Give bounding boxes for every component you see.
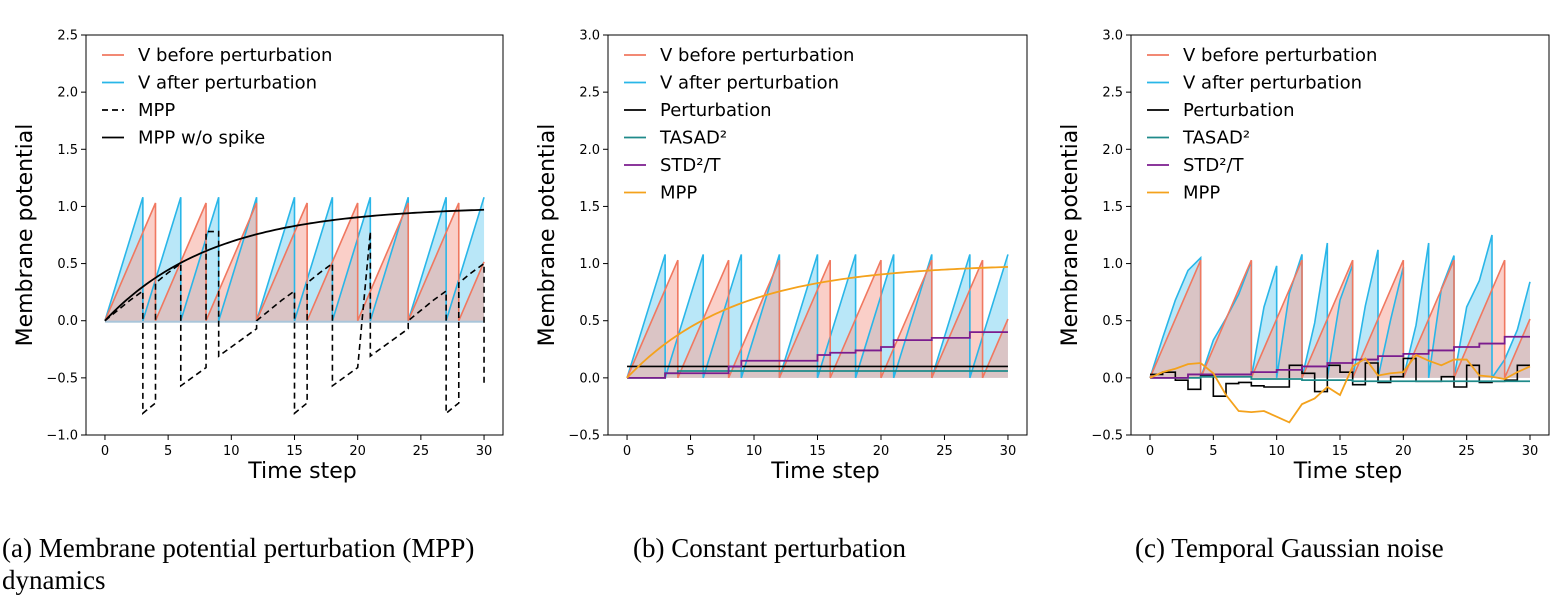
legend-label: MPP	[660, 183, 697, 204]
y-tick-label: −0.5	[568, 429, 600, 444]
mpp-line	[626, 266, 1008, 379]
y-tick-label: 1.5	[579, 200, 600, 215]
x-tick-label: 25	[413, 444, 430, 459]
y-tick-label: 1.5	[1102, 200, 1123, 215]
x-tick-label: 30	[1000, 444, 1017, 459]
legend-label: V after perturbation	[138, 73, 317, 94]
y-tick-label: 2.0	[579, 143, 600, 158]
y-tick-label: −1.0	[46, 429, 78, 444]
x-tick-label: 0	[101, 444, 109, 459]
x-tick-label: 15	[809, 444, 826, 459]
figure: 0 5 10 15 20 25 30 −1.0 −0.5 0.0 0.5 1.0 1.5 2.0 2.5 Ti…	[13, 29, 1550, 484]
y-tick-label: 1.0	[1102, 257, 1123, 272]
y-axis-label: Membrane potential	[535, 124, 560, 347]
x-tick-label: 5	[164, 444, 172, 459]
legend-label: V after perturbation	[660, 73, 839, 94]
y-tick-label: −0.5	[1091, 429, 1123, 444]
x-tick-label: 0	[623, 444, 631, 459]
plot-area	[626, 254, 1009, 379]
legend-label: V before perturbation	[660, 45, 854, 66]
y-tick-label: 2.0	[57, 86, 78, 101]
y-tick-label: 0.0	[1102, 371, 1123, 386]
legend-label: STD²/T	[1183, 155, 1245, 176]
x-tick-label: 10	[746, 444, 763, 459]
x-axis-label: Time step	[1293, 459, 1402, 484]
legend-label: STD²/T	[660, 155, 722, 176]
x-tick-label: 25	[1458, 444, 1475, 459]
x-tick-label: 30	[1522, 444, 1539, 459]
y-tick-label: 0.0	[579, 371, 600, 386]
mpp-line	[1149, 353, 1531, 424]
caption-a-line1: (a) Membrane potential perturbation (MPP…	[2, 533, 475, 563]
y-tick-label: 1.5	[57, 143, 78, 158]
x-tick-label: 5	[686, 444, 694, 459]
chart-b: 0 5 10 15 20 25 30 −0.5 0.0 0.5 1.0 1.5 2.0 2.5 3.0 Tim…	[535, 29, 1028, 484]
plot-area	[1149, 234, 1531, 424]
v-before-line	[1149, 259, 1531, 379]
y-tick-label: 0.0	[57, 314, 78, 329]
x-tick-label: 15	[1332, 444, 1349, 459]
caption-b: (b) Constant perturbation	[633, 533, 906, 563]
perturbation-line	[1150, 357, 1530, 397]
x-tick-label: 20	[873, 444, 890, 459]
x-tick-label: 25	[936, 444, 953, 459]
v-before-fill	[1150, 260, 1530, 378]
caption-c: (c) Temporal Gaussian noise	[1135, 533, 1444, 563]
x-axis-label: Time step	[770, 459, 879, 484]
legend-label: V before perturbation	[138, 45, 332, 66]
y-tick-label: 1.0	[57, 200, 78, 215]
legend-label: TASAD²	[1182, 128, 1250, 149]
x-tick-label: 5	[1209, 444, 1217, 459]
legend-label: TASAD²	[659, 128, 727, 149]
y-tick-label: −0.5	[46, 371, 78, 386]
y-tick-label: 2.0	[1102, 143, 1123, 158]
mpp-no-spike-line	[104, 208, 485, 322]
caption-a-line2: dynamics	[2, 565, 106, 595]
x-axis-label: Time step	[247, 459, 356, 484]
y-tick-label: 0.5	[57, 257, 78, 272]
caption-a: (a) Membrane potential perturbation (MPP…	[2, 532, 474, 596]
x-tick-label: 10	[223, 444, 240, 459]
std-line	[627, 331, 1008, 379]
baseline-band	[104, 320, 485, 323]
legend-label: V after perturbation	[1183, 73, 1362, 94]
y-tick-label: 3.0	[1102, 29, 1123, 44]
x-tick-label: 10	[1268, 444, 1285, 459]
legend-label: V before perturbation	[1183, 45, 1377, 66]
legend-label: Perturbation	[660, 100, 772, 121]
plot-area	[104, 197, 485, 415]
x-tick-label: 0	[1146, 444, 1154, 459]
x-tick-label: 15	[286, 444, 303, 459]
y-tick-label: 3.0	[579, 29, 600, 44]
y-axis-label: Membrane potential	[1058, 124, 1083, 347]
y-tick-label: 1.0	[579, 257, 600, 272]
y-tick-label: 0.5	[579, 314, 600, 329]
x-tick-label: 20	[349, 444, 366, 459]
mpp-line	[104, 230, 485, 415]
chart-c: 0 5 10 15 20 25 30 −0.5 0.0 0.5 1.0 1.5 2.0 2.5 3.0 Tim…	[1058, 29, 1550, 484]
y-axis-label: Membrane potential	[13, 124, 38, 347]
x-tick-label: 30	[476, 444, 493, 459]
legend-label: MPP w/o spike	[138, 128, 265, 149]
tasad-line	[1150, 375, 1530, 383]
legend-label: Perturbation	[1183, 100, 1295, 121]
legend-label: MPP	[138, 100, 175, 121]
y-tick-label: 2.5	[1102, 86, 1123, 101]
y-tick-label: 2.5	[579, 86, 600, 101]
y-tick-label: 0.5	[1102, 314, 1123, 329]
x-tick-label: 20	[1395, 444, 1412, 459]
chart-a: 0 5 10 15 20 25 30 −1.0 −0.5 0.0 0.5 1.0 1.5 2.0 2.5 Ti…	[13, 29, 504, 484]
y-tick-label: 2.5	[57, 29, 78, 44]
legend-label: MPP	[1183, 183, 1220, 204]
